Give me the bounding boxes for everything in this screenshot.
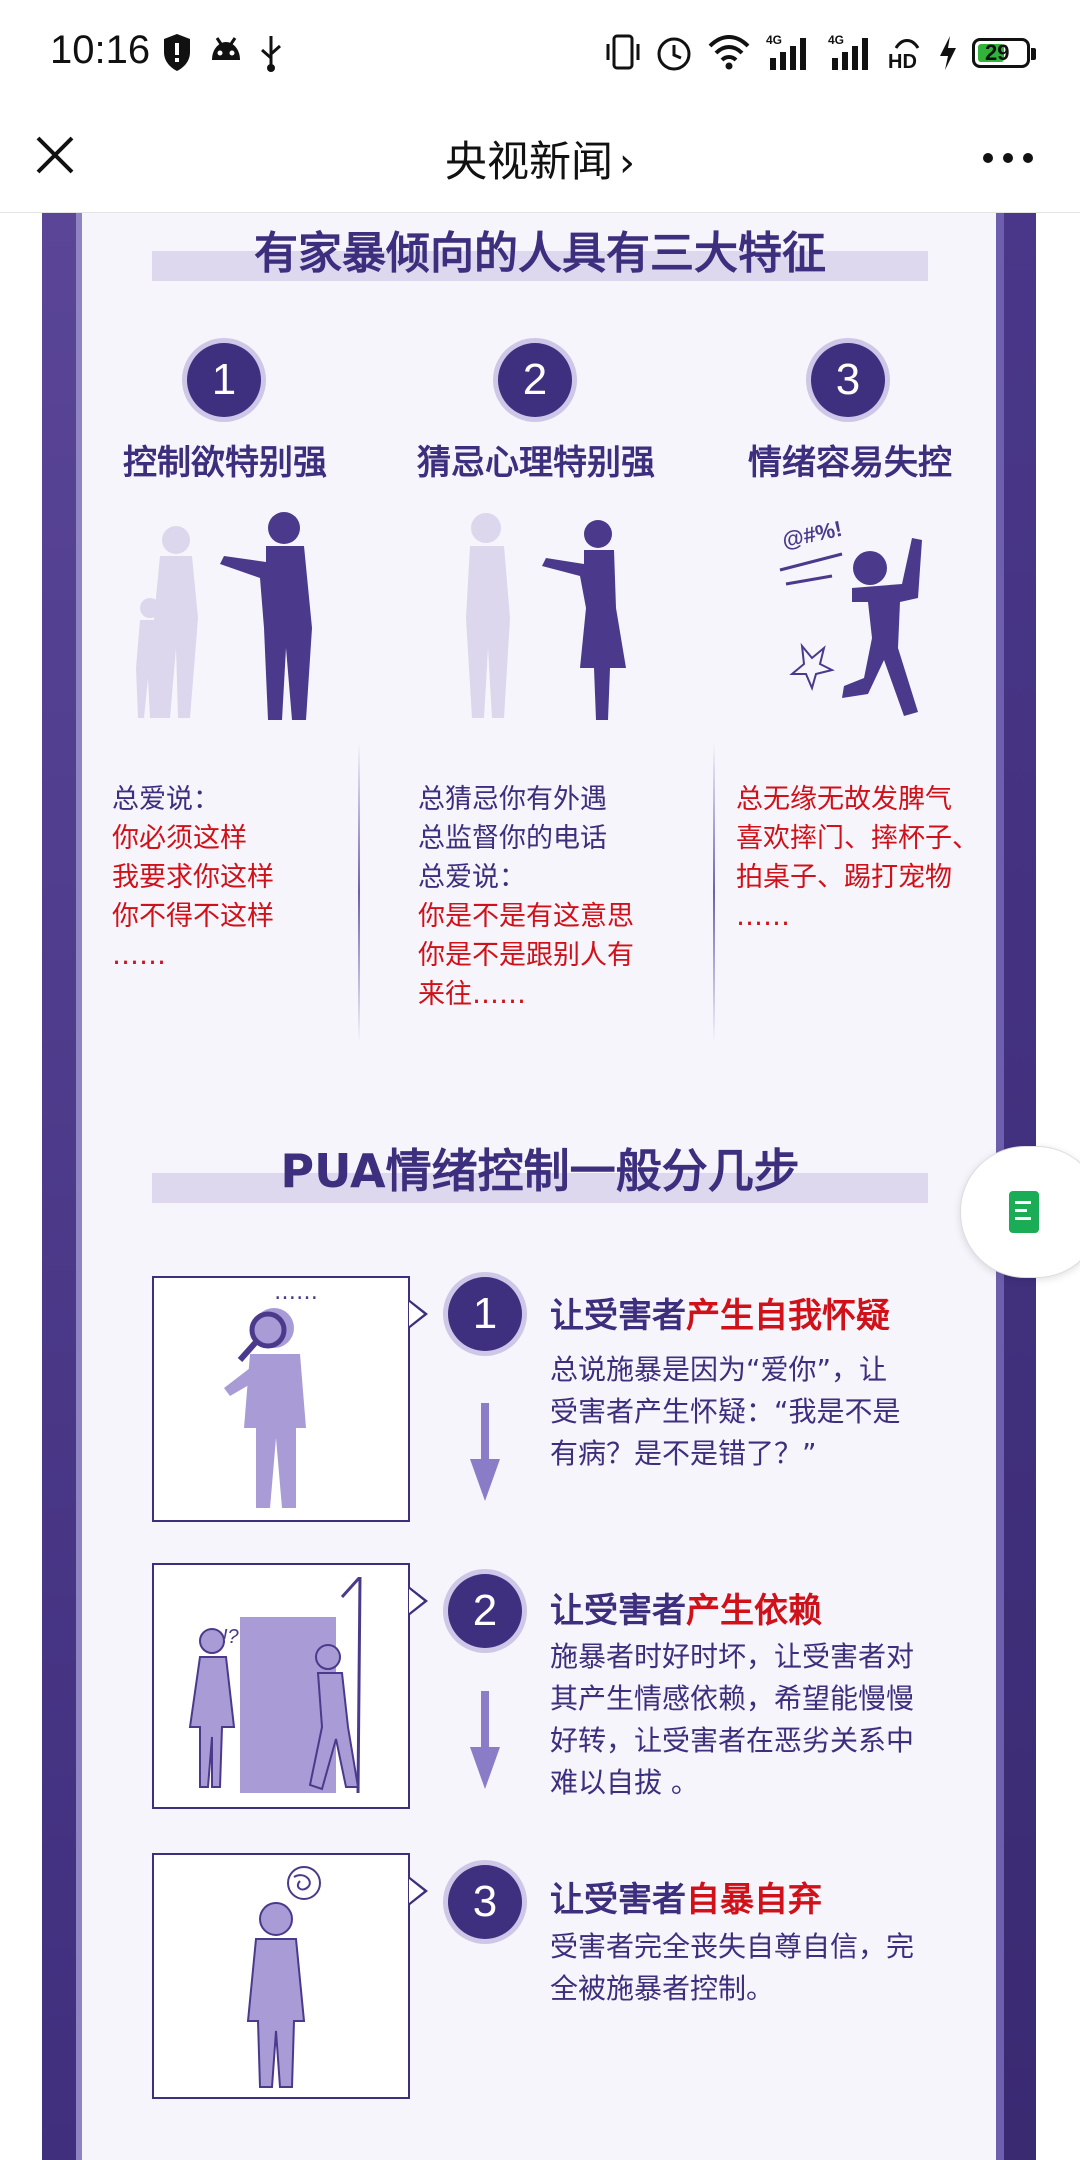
angry-kicking-figure-illustration: @#%! [779, 516, 922, 716]
signal-4g-icon-2: 4G [828, 33, 868, 70]
nav-title-text: 央视新闻 [444, 137, 613, 186]
section-title-traits: 有家暴倾向的人具有三大特征 [254, 228, 826, 279]
wifi-icon [708, 35, 750, 70]
battery-level: 29 [985, 40, 1010, 65]
floating-reader-button[interactable] [960, 1146, 1080, 1278]
swear-symbols: @#%! [780, 516, 844, 553]
step-number-3: 3 [448, 1865, 522, 1939]
down-arrow-icon-2 [470, 1691, 500, 1789]
step-number-1: 1 [448, 1277, 522, 1351]
jealous-woman-illustration [466, 513, 626, 720]
battery-icon: 29 [972, 38, 1036, 68]
hd-icon: HD [888, 39, 920, 73]
status-time: 10:16 [50, 28, 151, 72]
frame-border-left [42, 213, 76, 2160]
step-description-2: 施暴者时好时坏，让受害者对 其产生情感依赖，希望能慢慢 好转，让受害者在恶劣关系… [550, 1640, 915, 1799]
document-icon [1009, 1191, 1039, 1233]
step-number-2: 2 [448, 1574, 522, 1648]
trait-heading-1: 控制欲特别强 [123, 443, 327, 483]
trait-description-1: 总爱说： 你必须这样 我要求你这样 你不得不这样 …… [112, 784, 274, 971]
android-icon [212, 37, 240, 60]
step-heading-3: 让受害者自暴自弃 [550, 1880, 822, 1920]
shield-icon [164, 34, 190, 71]
step-description-3: 受害者完全丧失自尊自信，完 全被施暴者控制。 [550, 1930, 915, 2005]
usb-icon [261, 36, 281, 72]
svg-text:4G: 4G [828, 33, 844, 47]
step-1-illustration-box: …… [152, 1276, 428, 1522]
step-heading-1: 让受害者产生自我怀疑 [550, 1296, 890, 1336]
dependence-couple-illustration: !? [188, 1577, 362, 1794]
trait-description-3: 总无缘无故发脾气 喜欢摔门、摔杯子、 拍桌子、踢打宠物 …… [736, 784, 979, 932]
trait-description-2: 总猜忌你有外遇 总监督你的电话 总爱说： 你是不是有这意思 你是不是跟别人有 来… [418, 784, 634, 1010]
status-bar: 10:16 4G 4G HD [0, 0, 1080, 108]
step-heading-2: 让受害者产生依赖 [550, 1591, 822, 1631]
charging-icon [940, 36, 956, 70]
svg-text:HD: HD [888, 51, 917, 73]
account-title-link[interactable]: 央视新闻 › [0, 128, 1080, 189]
article-content[interactable]: 有家暴倾向的人具有三大特征 1 2 3 控制欲特别强 猜忌心理特别强 情绪容易失… [0, 213, 1080, 2160]
step-2-illustration-box: !? [152, 1563, 428, 1809]
svg-text:4G: 4G [766, 33, 782, 47]
top-nav-bar: 央视新闻 › [0, 108, 1080, 213]
trait-number-3: 3 [811, 343, 885, 417]
more-options-icon[interactable] [978, 138, 1038, 178]
step-description-1: 总说施暴是因为“爱你”，让 受害者产生怀疑：“我是不是 有病？是不是错了？” [550, 1353, 901, 1470]
step-3-illustration-box [152, 1853, 428, 2099]
trait-number-2: 2 [498, 343, 572, 417]
controlling-man-illustration [136, 512, 312, 720]
doubting-person-illustration [224, 1308, 306, 1508]
alarm-icon [657, 37, 691, 71]
signal-4g-icon: 4G [766, 33, 806, 70]
vibrate-icon [606, 34, 640, 70]
trait-heading-2: 猜忌心理特别强 [417, 443, 655, 483]
section-title-pua-steps: PUA情绪控制一般分几步 [280, 1144, 800, 1198]
down-arrow-icon [470, 1403, 500, 1501]
svg-text:!?: !? [222, 1626, 240, 1648]
trait-number-1: 1 [187, 343, 261, 417]
trait-heading-3: 情绪容易失控 [748, 443, 952, 483]
chevron-right-icon: › [619, 140, 635, 186]
despairing-person-illustration [246, 1866, 321, 2088]
close-icon[interactable] [30, 130, 80, 180]
